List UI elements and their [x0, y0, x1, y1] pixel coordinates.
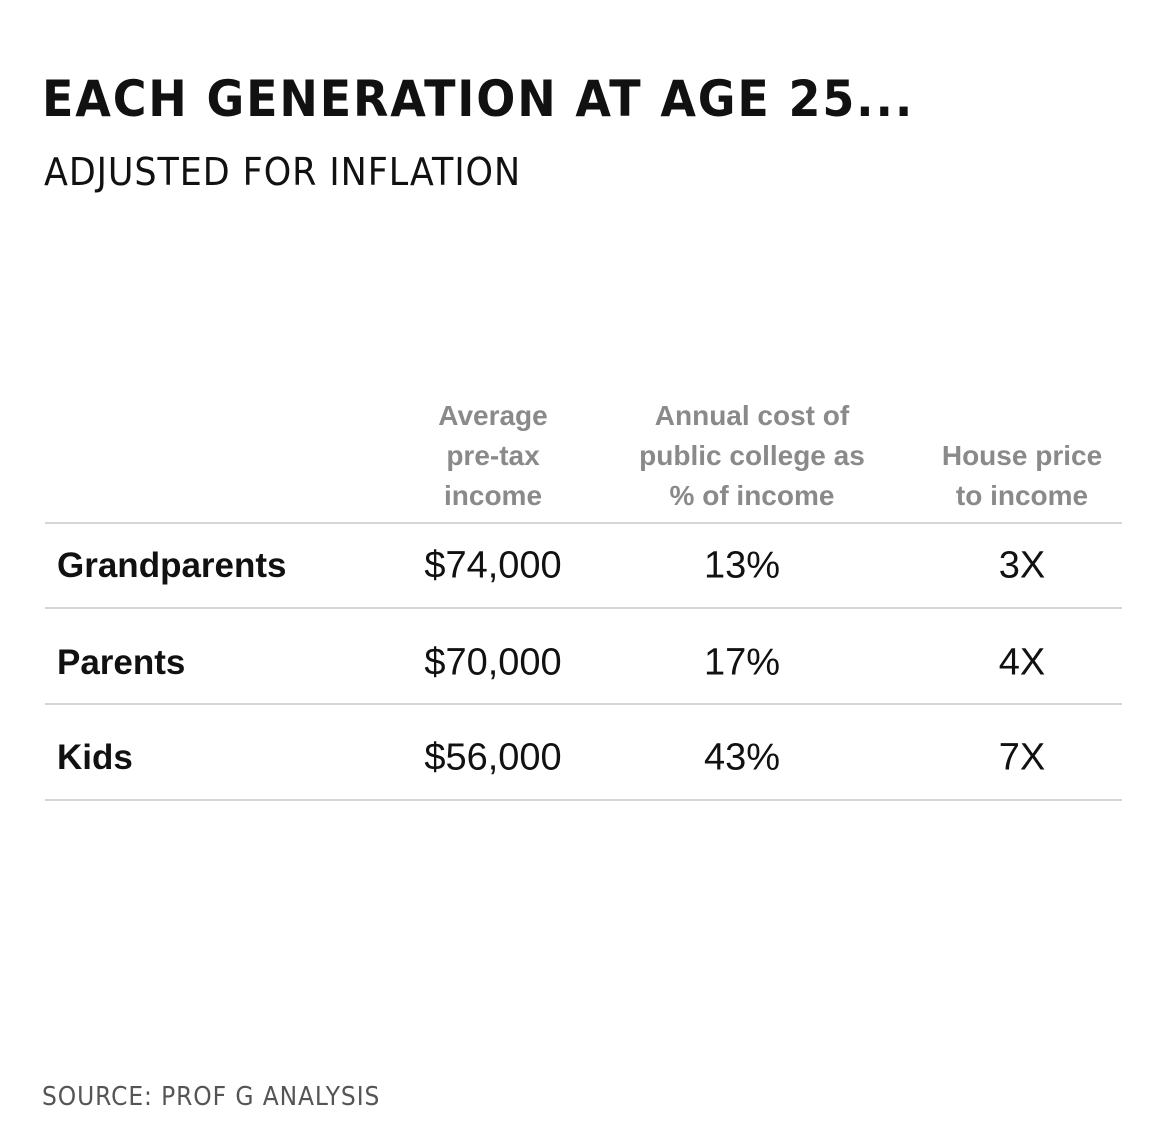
- title: EACH GENERATION AT AGE 25...: [42, 70, 915, 128]
- table-cell: $56,000: [424, 736, 562, 779]
- table-cell: 7X: [998, 736, 1046, 779]
- row-label: Parents: [57, 643, 186, 682]
- column-header: % of income: [669, 480, 835, 511]
- row-label: Grandparents: [57, 546, 287, 585]
- source: SOURCE: PROF G ANALYSIS: [42, 1082, 381, 1112]
- subtitle: ADJUSTED FOR INFLATION: [44, 150, 522, 194]
- column-header: pre-tax: [446, 440, 540, 471]
- column-header: House price: [941, 440, 1103, 471]
- table-cell: $70,000: [424, 641, 562, 684]
- row-rule: [45, 703, 1122, 705]
- row-rule: [45, 799, 1122, 801]
- column-header: public college as: [639, 440, 865, 471]
- table-cell: 3X: [998, 544, 1046, 587]
- table-cell: 17%: [703, 641, 781, 684]
- row-label: Kids: [57, 738, 133, 777]
- table-cell: 13%: [703, 544, 781, 587]
- table-cell: $74,000: [424, 544, 562, 587]
- column-header: to income: [955, 480, 1089, 511]
- column-header: Annual cost of: [654, 400, 850, 431]
- column-header: income: [443, 480, 543, 511]
- table-cell: 4X: [998, 641, 1046, 684]
- column-header: Average: [438, 400, 548, 431]
- table-cell: 43%: [703, 736, 781, 779]
- row-rule: [45, 607, 1122, 609]
- row-rule: [45, 522, 1122, 524]
